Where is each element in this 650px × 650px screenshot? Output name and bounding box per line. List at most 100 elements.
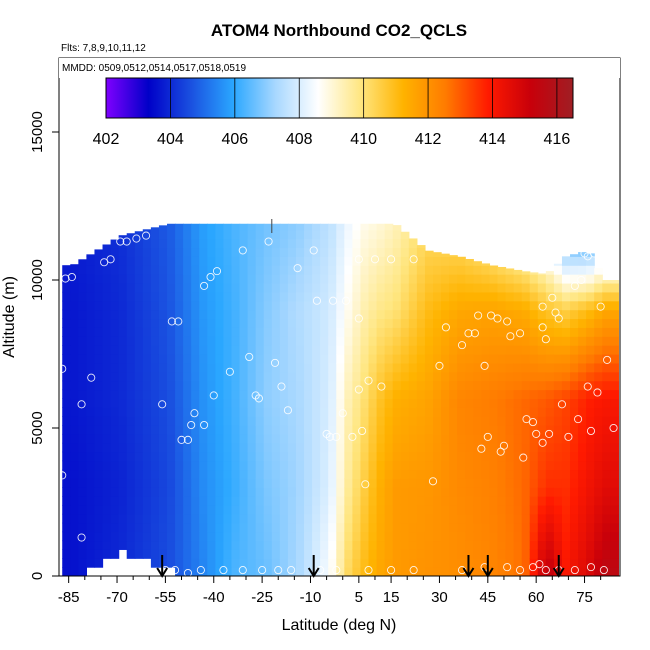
heatmap-cell [118,398,128,408]
heatmap-cell [247,247,257,257]
heatmap-cell [255,425,265,435]
heatmap-cell [481,291,491,302]
heatmap-cell [271,291,281,302]
heatmap-cell [167,247,176,257]
heatmap-cell [295,274,305,284]
heatmap-cell [384,309,394,320]
heatmap-cell [586,380,595,391]
heatmap-cell [441,407,450,417]
heatmap-cell [570,442,579,453]
heatmap-cell [416,282,426,293]
heatmap-cell [368,460,378,471]
heatmap-cell [183,300,192,311]
heatmap-cell [465,318,474,328]
sample-point [348,432,357,441]
heatmap-cell [513,504,523,515]
heatmap-cell [247,318,257,328]
heatmap-cell [384,256,394,266]
heatmap-cell [110,549,120,559]
heatmap-cell [320,504,329,515]
heatmap-cell [158,442,168,453]
heatmap-cell [360,540,370,550]
heatmap-cell [239,371,249,382]
heatmap-cell [513,398,523,408]
heatmap-cell [158,389,168,399]
heatmap-cell [441,496,450,506]
heatmap-cell [78,513,88,524]
heatmap-cell [473,380,482,391]
heatmap-cell [368,513,378,524]
heatmap-cell [304,496,313,506]
heatmap-cell [392,460,402,471]
heatmap-cell [150,265,160,275]
heatmap-cell [70,567,79,576]
heatmap-cell [215,318,225,328]
heatmap-cell [457,425,466,435]
heatmap-cell [328,318,337,328]
heatmap-cell [199,469,208,479]
heatmap-cell [352,496,362,506]
heatmap-cell [287,265,297,275]
heatmap-cell [586,558,595,568]
heatmap-cell [167,345,176,355]
heatmap-cell [457,567,466,576]
heatmap-cell [320,309,329,320]
heatmap-cell [134,487,144,497]
heatmap-cell [150,513,160,524]
heatmap-cell [134,460,144,471]
heatmap-cell [465,504,474,515]
heatmap-cell [449,425,458,435]
heatmap-cell [497,460,507,471]
heatmap-cell [384,451,394,462]
heatmap-cell [70,318,79,328]
heatmap-cell [223,469,233,479]
heatmap-cell [102,469,112,479]
heatmap-cell [223,282,233,293]
heatmap-cell [400,407,410,417]
heatmap-cell [553,549,563,559]
heatmap-cell [545,567,555,576]
heatmap-cell [433,327,442,337]
heatmap-cell [376,398,386,408]
heatmap-cell [150,425,160,435]
heatmap-cell [433,531,442,542]
heatmap-cell [255,389,265,399]
heatmap-cell [489,540,499,550]
heatmap-cell [513,442,523,453]
heatmap-cell [183,327,192,337]
heatmap-cell [207,389,216,399]
heatmap-cell [231,433,241,444]
heatmap-cell [553,487,563,497]
heatmap-cell [586,398,595,408]
heatmap-cell [312,558,321,568]
heatmap-cell [70,469,79,479]
heatmap-cell [271,336,281,346]
heatmap-cell [191,504,200,515]
heatmap-cell [513,318,523,328]
heatmap-cell [134,327,144,337]
heatmap-cell [271,300,281,311]
heatmap-cell [158,309,168,320]
heatmap-cell [78,487,88,497]
heatmap-cell [183,567,192,576]
heatmap-cell [457,345,466,355]
heatmap-cell [570,407,579,417]
heatmap-cell [142,469,152,479]
heatmap-cell [247,442,257,453]
heatmap-cell [408,336,418,346]
heatmap-cell [271,229,281,240]
heatmap-cell [400,478,410,488]
heatmap-cell [578,558,587,568]
heatmap-cell [304,487,313,497]
heatmap-cell [602,354,611,364]
heatmap-cell [62,309,71,320]
heatmap-cell [287,460,297,471]
heatmap-cell [441,345,450,355]
heatmap-cell [586,425,595,435]
heatmap-cell [175,336,184,346]
heatmap-cell [489,531,499,542]
heatmap-cell [570,451,579,462]
heatmap-cell [424,567,434,576]
heatmap-cell [295,229,305,240]
heatmap-cell [279,223,289,231]
